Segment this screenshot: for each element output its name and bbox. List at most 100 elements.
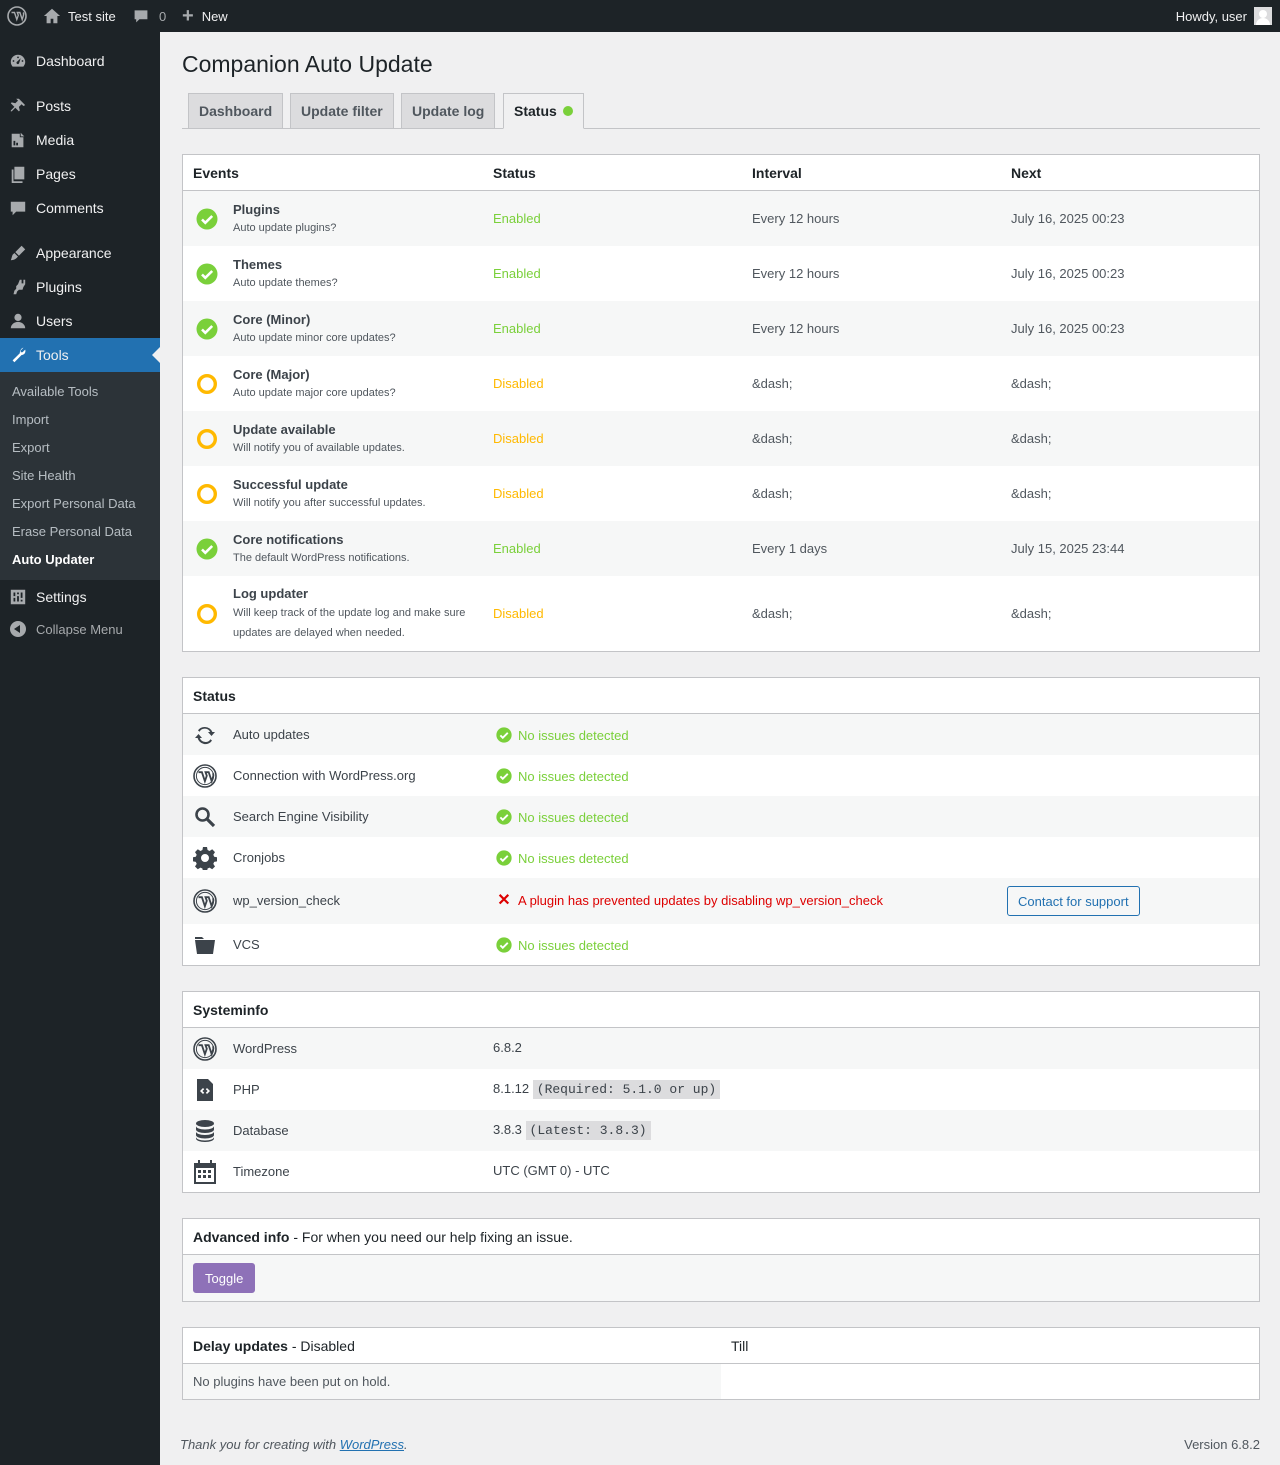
- systeminfo-value: 6.8.2: [493, 1040, 522, 1055]
- code-file-icon: [193, 1078, 217, 1102]
- status-result: No issues detected: [518, 809, 629, 825]
- events-table: Events Status Interval Next Plugins Auto …: [182, 154, 1260, 652]
- pin-icon: [9, 97, 27, 115]
- plugin-icon: [9, 278, 27, 296]
- status-heading: Status: [193, 688, 236, 704]
- submenu-site-health[interactable]: Site Health: [12, 468, 76, 483]
- search-icon: [193, 805, 217, 829]
- menu-appearance[interactable]: Appearance: [0, 236, 160, 270]
- status-ok: No issues detected: [496, 768, 629, 784]
- current-arrow: [152, 347, 160, 363]
- menu-posts[interactable]: Posts: [0, 89, 160, 123]
- site-name-link[interactable]: Test site: [43, 0, 116, 32]
- event-status: Enabled: [493, 321, 541, 336]
- event-row: Core (Minor) Auto update minor core updat…: [183, 301, 1259, 356]
- menu-settings[interactable]: Settings: [0, 580, 160, 614]
- delay-till-header: Till: [731, 1338, 749, 1354]
- event-title: Log updater: [233, 586, 309, 601]
- event-next: July 16, 2025 00:23: [1011, 266, 1125, 281]
- status-label: VCS: [233, 937, 260, 952]
- enabled-check-icon: [196, 538, 218, 560]
- submenu-export[interactable]: Export: [12, 440, 50, 455]
- menu-media[interactable]: Media: [0, 123, 160, 157]
- events-header: Events Status Interval Next: [183, 155, 1259, 191]
- gear-icon: [192, 846, 218, 872]
- menu-pages[interactable]: Pages: [0, 157, 160, 191]
- submenu-auto-updater[interactable]: Auto Updater: [12, 552, 95, 567]
- tab-label: Status: [514, 103, 557, 119]
- menu-dashboard[interactable]: Dashboard: [0, 44, 160, 78]
- menu-label: Media: [36, 132, 75, 148]
- systeminfo-row: Timezone UTC (GMT 0) - UTC: [183, 1151, 1259, 1192]
- tools-submenu: Available Tools Import Export Site Healt…: [0, 372, 160, 580]
- wordpress-logo-icon[interactable]: [7, 0, 27, 32]
- menu-plugins[interactable]: Plugins: [0, 270, 160, 304]
- comment-icon: [9, 199, 27, 217]
- event-row: Successful update Will notify you after s…: [183, 466, 1259, 521]
- event-description: Auto update minor core updates?: [233, 332, 396, 344]
- systeminfo-value-cell: 8.1.12 (Required: 5.1.0 or up): [493, 1080, 721, 1099]
- comment-icon: [134, 10, 148, 23]
- systeminfo-body: WordPress 6.8.2 PHP 8.1.12 (Required: 5.1.0…: [183, 1028, 1259, 1192]
- page-title: Companion Auto Update: [182, 51, 433, 77]
- menu-label: Users: [36, 313, 73, 329]
- event-description: Will notify you after successful updates…: [233, 497, 426, 509]
- column-header-next: Next: [1011, 165, 1042, 181]
- users-icon: [9, 312, 27, 330]
- menu-users[interactable]: Users: [0, 304, 160, 338]
- enabled-check-icon: [196, 263, 218, 285]
- status-dot-icon: [562, 106, 573, 116]
- status-row: Auto updates No issues detected: [183, 714, 1259, 755]
- event-next: July 16, 2025 00:23: [1011, 211, 1125, 226]
- footer-thanks: Thank you for creating with WordPress.: [180, 1437, 408, 1452]
- menu-comments[interactable]: Comments: [0, 191, 160, 225]
- new-content-link[interactable]: + New: [182, 0, 228, 32]
- status-ok: No issues detected: [496, 850, 629, 866]
- status-ok: No issues detected: [496, 937, 629, 953]
- event-status: Disabled: [493, 486, 544, 501]
- wordpress-link[interactable]: WordPress: [339, 1437, 404, 1452]
- menu-label: Posts: [36, 98, 72, 114]
- tab-update-log[interactable]: Update log: [401, 93, 496, 129]
- submenu-export-personal-data[interactable]: Export Personal Data: [12, 496, 136, 511]
- account-menu[interactable]: Howdy, user: [1176, 0, 1272, 32]
- contact-support-button[interactable]: Contact for support: [1007, 886, 1140, 916]
- event-description: Will notify you of available updates.: [233, 442, 405, 454]
- requirement-note: (Latest: 3.8.3): [525, 1121, 651, 1140]
- submenu-import[interactable]: Import: [12, 412, 49, 427]
- menu-label: Settings: [36, 589, 87, 605]
- event-interval: &dash;: [752, 486, 793, 501]
- submenu-erase-personal-data[interactable]: Erase Personal Data: [12, 524, 132, 539]
- event-interval: &dash;: [752, 376, 793, 391]
- column-header-status: Status: [493, 165, 536, 181]
- status-label: wp_version_check: [233, 893, 340, 908]
- event-row: Themes Auto update themes? Enabled Every 12…: [183, 246, 1259, 301]
- status-label: Search Engine Visibility: [233, 809, 369, 824]
- tab-status[interactable]: Status: [503, 93, 584, 129]
- menu-label: Plugins: [36, 279, 82, 295]
- status-result: No issues detected: [518, 937, 629, 953]
- event-description: Auto update major core updates?: [233, 387, 396, 399]
- wrench-icon: [9, 346, 27, 364]
- toggle-button[interactable]: Toggle: [193, 1263, 256, 1293]
- systeminfo-value: 3.8.3: [493, 1122, 522, 1137]
- submenu-available-tools[interactable]: Available Tools: [12, 384, 99, 399]
- menu-tools[interactable]: Tools: [0, 338, 160, 372]
- status-result: No issues detected: [518, 768, 629, 784]
- event-next: &dash;: [1011, 606, 1052, 621]
- status-row: Connection with WordPress.org No issues d…: [183, 755, 1259, 796]
- site-name: Test site: [68, 8, 116, 24]
- systeminfo-label: WordPress: [233, 1041, 298, 1056]
- disabled-ring-icon: [196, 483, 218, 505]
- event-description: Auto update plugins?: [233, 222, 337, 234]
- collapse-menu-button[interactable]: Collapse Menu: [0, 612, 160, 646]
- tab-update-filter[interactable]: Update filter: [290, 93, 394, 129]
- wordpress-icon: [193, 889, 217, 913]
- advanced-info-box: Advanced info - For when you need our he…: [182, 1218, 1260, 1302]
- status-table: Status Auto updates No issues detected Con…: [182, 677, 1260, 966]
- event-row: Core (Major) Auto update major core updat…: [183, 356, 1259, 411]
- comments-link[interactable]: 0: [133, 0, 166, 32]
- plus-icon: +: [182, 5, 194, 27]
- tab-dashboard[interactable]: Dashboard: [188, 93, 284, 129]
- enabled-check-icon: [196, 208, 218, 230]
